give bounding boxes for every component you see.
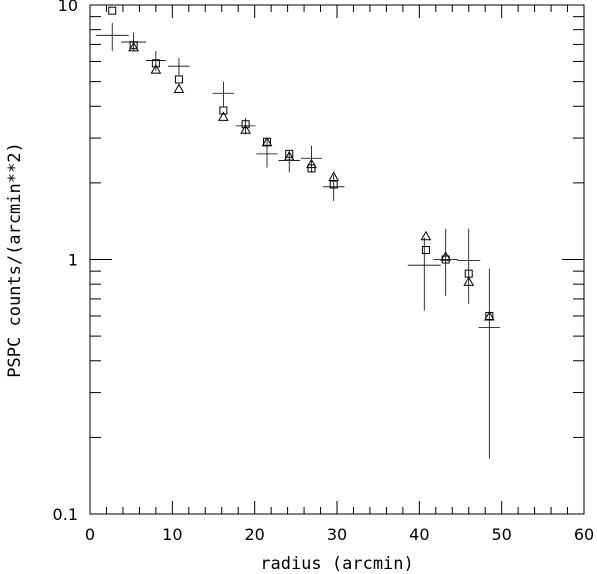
triangle-marker <box>328 171 340 181</box>
square-marker <box>285 149 294 158</box>
x-tick-label: 40 <box>409 525 429 544</box>
errorbar-point <box>433 228 459 296</box>
tick-labels: 0 10 20 30 40 50 60 0.1 1 10 <box>53 0 595 544</box>
square-marker <box>129 41 138 50</box>
x-tick-label: 10 <box>162 525 182 544</box>
errorbar-point <box>407 237 441 311</box>
errorbar-series <box>95 22 501 459</box>
square-marker <box>241 120 250 129</box>
y-tick-label: 1 <box>68 251 78 270</box>
square-marker-series <box>108 6 494 320</box>
x-tick-label: 50 <box>491 525 511 544</box>
plot-frame <box>89 4 585 515</box>
triangle-marker-series <box>128 41 495 321</box>
square-marker <box>108 6 117 15</box>
triangle-marker <box>240 124 251 134</box>
x-tick-label: 20 <box>244 525 264 544</box>
errorbar-point <box>457 228 481 304</box>
square-marker <box>421 245 430 254</box>
errorbar-point <box>145 50 166 72</box>
square-marker <box>219 106 228 115</box>
errorbar-point <box>278 149 300 173</box>
triangle-marker <box>483 310 495 321</box>
x-tick-label: 0 <box>85 525 95 544</box>
errorbar-point <box>256 139 278 168</box>
y-tick-label: 10 <box>58 0 78 15</box>
triangle-marker <box>173 83 185 93</box>
triangle-marker <box>218 111 229 121</box>
errorbar-point <box>478 268 501 459</box>
axis-ticks <box>89 4 585 515</box>
triangle-marker <box>420 230 432 241</box>
triangle-marker <box>261 136 273 147</box>
errorbar-point <box>212 81 235 107</box>
triangle-marker <box>463 276 475 286</box>
errorbar-point <box>168 57 190 76</box>
x-axis-label: radius (arcmin) <box>260 554 414 574</box>
triangle-marker <box>128 41 139 52</box>
y-tick-label: 0.1 <box>53 505 78 524</box>
square-marker <box>174 75 183 84</box>
square-marker <box>441 255 450 264</box>
triangle-marker <box>306 158 317 169</box>
x-tick-label: 60 <box>574 525 594 544</box>
square-marker <box>307 164 316 173</box>
y-axis-label: PSPC counts/(arcmin**2) <box>5 142 25 377</box>
square-marker <box>151 59 160 68</box>
square-marker <box>329 180 338 189</box>
triangle-marker <box>283 151 295 161</box>
x-tick-label: 30 <box>327 525 347 544</box>
triangle-marker <box>150 64 162 74</box>
triangle-marker <box>440 251 452 261</box>
errorbar-point <box>95 22 129 51</box>
